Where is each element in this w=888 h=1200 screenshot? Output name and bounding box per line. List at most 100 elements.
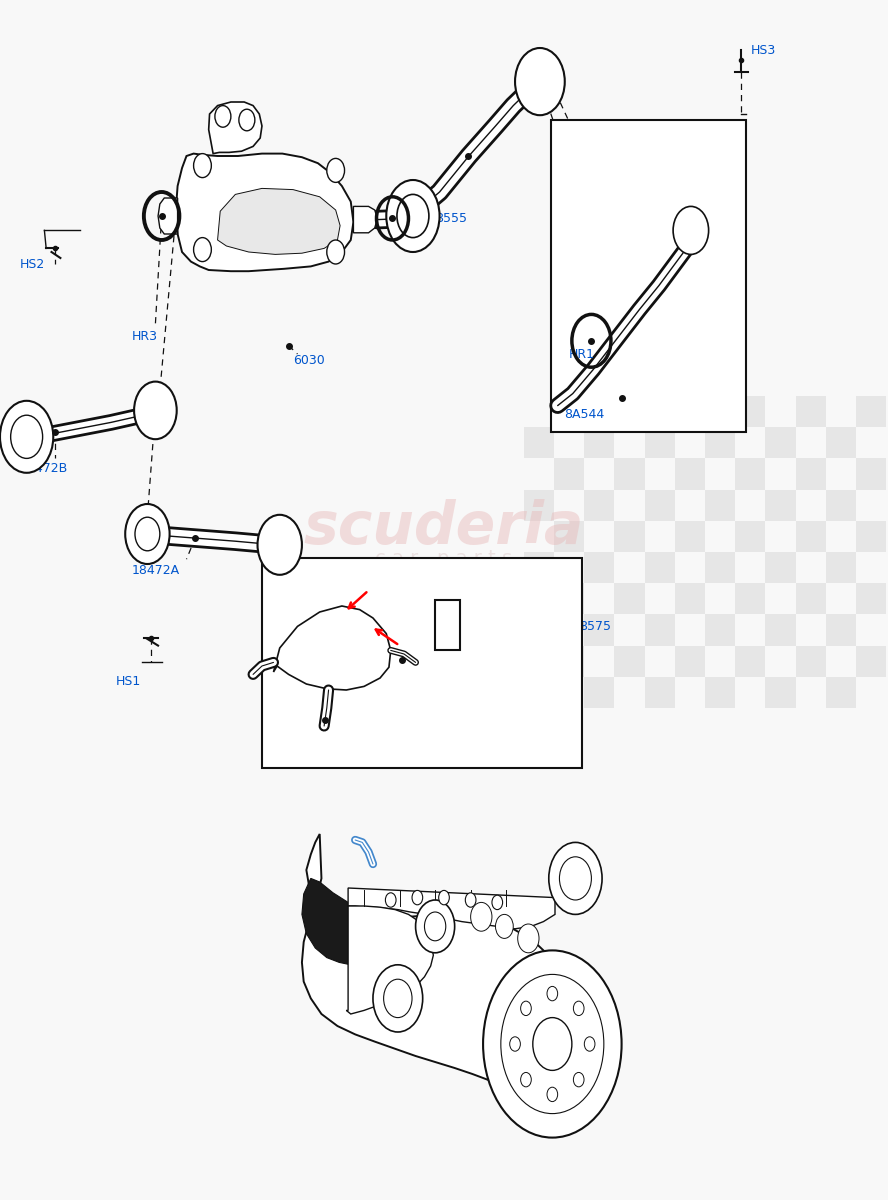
Bar (705, 490, 735, 521)
Bar (614, 458, 645, 490)
Circle shape (547, 986, 558, 1001)
Bar (675, 583, 705, 614)
Circle shape (496, 914, 513, 938)
Text: 8575: 8575 (579, 620, 611, 632)
Bar (554, 396, 584, 427)
Bar (524, 614, 554, 646)
Bar (705, 677, 735, 708)
Circle shape (386, 180, 440, 252)
Bar (765, 427, 796, 458)
Bar (584, 490, 614, 521)
Text: HS2: HS2 (20, 258, 44, 270)
Polygon shape (176, 154, 353, 271)
Circle shape (574, 1073, 584, 1087)
Bar (614, 396, 645, 427)
Text: c a r   p a r t s: c a r p a r t s (376, 548, 512, 568)
Circle shape (125, 504, 170, 564)
Circle shape (239, 109, 255, 131)
Text: scuderia: scuderia (304, 499, 584, 557)
Circle shape (215, 106, 231, 127)
Circle shape (510, 1037, 520, 1051)
Circle shape (471, 902, 492, 931)
Text: HR1: HR1 (568, 348, 594, 360)
Bar (584, 677, 614, 708)
Circle shape (135, 517, 160, 551)
Polygon shape (158, 198, 178, 234)
Bar (645, 614, 675, 646)
Circle shape (0, 401, 53, 473)
Bar (765, 677, 796, 708)
Circle shape (483, 950, 622, 1138)
Circle shape (574, 1001, 584, 1015)
Bar (554, 458, 584, 490)
Bar (856, 583, 886, 614)
Polygon shape (348, 888, 555, 929)
Bar (856, 396, 886, 427)
Text: HR3: HR3 (131, 330, 157, 342)
Circle shape (549, 842, 602, 914)
Bar (796, 583, 826, 614)
Bar (675, 458, 705, 490)
Polygon shape (302, 834, 584, 1092)
Bar (675, 646, 705, 677)
Bar (614, 646, 645, 677)
Bar (524, 427, 554, 458)
Bar (796, 396, 826, 427)
Circle shape (194, 238, 211, 262)
Bar (682, 214, 700, 250)
Circle shape (492, 895, 503, 910)
Text: 18472B: 18472B (20, 462, 67, 474)
Bar (826, 677, 856, 708)
Bar (554, 646, 584, 677)
Bar (826, 552, 856, 583)
Circle shape (327, 158, 345, 182)
Bar (262, 558, 582, 768)
Text: 18472A: 18472A (131, 564, 179, 576)
Bar (675, 396, 705, 427)
Text: HS3: HS3 (750, 44, 775, 56)
Polygon shape (218, 188, 340, 254)
Circle shape (518, 924, 539, 953)
Bar (705, 552, 735, 583)
Circle shape (520, 1073, 531, 1087)
Circle shape (373, 965, 423, 1032)
Bar (584, 552, 614, 583)
Bar (826, 614, 856, 646)
Bar (614, 521, 645, 552)
Bar (735, 521, 765, 552)
Bar (584, 614, 614, 646)
Circle shape (520, 1001, 531, 1015)
Circle shape (416, 900, 455, 953)
Bar (735, 646, 765, 677)
Bar (735, 583, 765, 614)
Bar (796, 458, 826, 490)
Bar (796, 646, 826, 677)
Circle shape (134, 382, 177, 439)
Bar (554, 521, 584, 552)
Circle shape (385, 893, 396, 907)
Circle shape (258, 515, 302, 575)
Bar (645, 427, 675, 458)
Bar (765, 552, 796, 583)
Bar (856, 646, 886, 677)
Text: 12A648: 12A648 (346, 740, 394, 752)
Bar (765, 614, 796, 646)
Bar (826, 427, 856, 458)
Circle shape (515, 48, 565, 115)
Circle shape (439, 890, 449, 905)
Bar (524, 677, 554, 708)
Bar (705, 614, 735, 646)
Circle shape (547, 1087, 558, 1102)
Text: HS1: HS1 (115, 676, 140, 688)
Bar (645, 677, 675, 708)
Bar (735, 458, 765, 490)
Text: 14A163: 14A163 (453, 688, 501, 700)
Polygon shape (274, 606, 391, 690)
Text: 8555: 8555 (435, 212, 467, 224)
Polygon shape (302, 878, 386, 965)
Text: 8A544: 8A544 (564, 408, 604, 420)
Bar (584, 427, 614, 458)
Bar (645, 552, 675, 583)
Circle shape (412, 890, 423, 905)
Bar (645, 490, 675, 521)
